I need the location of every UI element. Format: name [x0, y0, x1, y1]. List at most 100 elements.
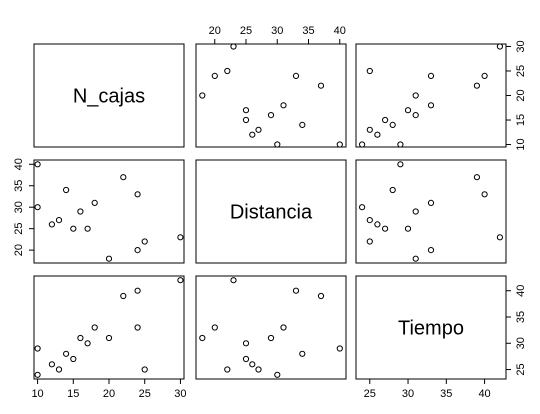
y-tick-label-n_cajas: 15 — [515, 114, 527, 126]
point-tiempo-vs-distancia — [211, 324, 218, 331]
point-distancia-vs-n_cajas — [141, 238, 148, 245]
point-tiempo-vs-n_cajas — [105, 334, 113, 342]
point-tiempo-vs-n_cajas — [84, 340, 91, 347]
point-n_cajas-vs-tiempo — [366, 126, 373, 133]
point-n_cajas-vs-distancia — [199, 92, 206, 99]
y-tick-label-distancia: 35 — [13, 180, 25, 192]
point-tiempo-vs-distancia — [242, 340, 250, 347]
x-tick-label-n_cajas: 10 — [31, 388, 43, 400]
panel-frame — [355, 159, 507, 264]
variable-label-n_cajas: N_cajas — [73, 86, 145, 108]
point-tiempo-vs-distancia — [230, 277, 237, 284]
point-distancia-vs-tiempo — [427, 247, 435, 254]
point-distancia-vs-tiempo — [366, 217, 373, 224]
point-tiempo-vs-distancia — [280, 324, 287, 331]
point-tiempo-vs-n_cajas — [77, 334, 84, 342]
point-distancia-vs-tiempo — [427, 199, 435, 206]
point-n_cajas-vs-distancia — [211, 72, 218, 80]
point-tiempo-vs-n_cajas — [91, 324, 98, 331]
point-n_cajas-vs-distancia — [299, 121, 306, 129]
panel-frame — [355, 43, 507, 148]
point-n_cajas-vs-distancia — [224, 67, 231, 75]
point-tiempo-vs-distancia — [199, 334, 206, 342]
point-tiempo-vs-n_cajas — [134, 287, 141, 294]
point-tiempo-vs-n_cajas — [48, 361, 56, 368]
point-distancia-vs-tiempo — [374, 221, 381, 228]
panel-frame — [195, 43, 347, 148]
point-distancia-vs-tiempo — [404, 225, 412, 232]
point-n_cajas-vs-distancia — [280, 102, 287, 109]
point-tiempo-vs-distancia — [224, 366, 231, 373]
point-n_cajas-vs-tiempo — [427, 72, 435, 80]
point-tiempo-vs-n_cajas — [70, 355, 77, 363]
point-distancia-vs-tiempo — [496, 234, 503, 241]
point-distancia-vs-n_cajas — [55, 217, 63, 224]
point-n_cajas-vs-distancia — [242, 107, 250, 114]
point-distancia-vs-n_cajas — [91, 199, 98, 206]
point-n_cajas-vs-distancia — [292, 72, 300, 80]
x-tick-label-tiempo: 25 — [364, 388, 376, 400]
point-distancia-vs-n_cajas — [177, 234, 184, 241]
point-tiempo-vs-distancia — [292, 287, 300, 294]
point-n_cajas-vs-distancia — [336, 141, 343, 148]
y-tick-label-distancia: 25 — [13, 223, 25, 235]
point-n_cajas-vs-distancia — [249, 131, 256, 138]
point-distancia-vs-n_cajas — [105, 255, 113, 262]
x-tick-label-n_cajas: 20 — [103, 388, 115, 400]
x-tick-label-tiempo: 35 — [440, 388, 452, 400]
point-distancia-vs-tiempo — [473, 174, 480, 181]
y-tick-label-tiempo: 25 — [515, 363, 527, 375]
point-tiempo-vs-n_cajas — [63, 350, 70, 357]
point-n_cajas-vs-tiempo — [496, 43, 503, 50]
y-tick-label-distancia: 40 — [13, 158, 25, 170]
point-tiempo-vs-distancia — [255, 366, 262, 373]
point-tiempo-vs-distancia — [336, 345, 343, 352]
y-tick-label-n_cajas: 20 — [515, 89, 527, 101]
point-tiempo-vs-n_cajas — [177, 277, 184, 284]
point-tiempo-vs-n_cajas — [34, 371, 41, 378]
point-tiempo-vs-distancia — [267, 334, 275, 342]
variable-label-tiempo: Tiempo — [398, 318, 464, 340]
point-n_cajas-vs-distancia — [242, 116, 250, 124]
point-n_cajas-vs-tiempo — [481, 72, 488, 80]
y-tick-label-n_cajas: 10 — [515, 138, 527, 150]
y-tick-label-distancia: 20 — [13, 244, 25, 256]
point-distancia-vs-n_cajas — [63, 186, 70, 194]
point-n_cajas-vs-distancia — [267, 112, 275, 119]
x-tick-label-n_cajas: 25 — [139, 388, 151, 400]
point-distancia-vs-tiempo — [397, 161, 404, 168]
x-tick-label-distancia: 30 — [271, 25, 283, 37]
point-tiempo-vs-distancia — [249, 361, 256, 368]
x-tick-label-distancia: 35 — [302, 25, 314, 37]
point-n_cajas-vs-tiempo — [359, 141, 366, 148]
point-distancia-vs-n_cajas — [84, 225, 91, 232]
point-tiempo-vs-n_cajas — [134, 324, 141, 331]
point-n_cajas-vs-tiempo — [404, 107, 412, 114]
point-tiempo-vs-n_cajas — [34, 345, 41, 352]
point-distancia-vs-n_cajas — [34, 161, 41, 168]
point-n_cajas-vs-tiempo — [427, 102, 435, 109]
point-tiempo-vs-distancia — [242, 355, 250, 363]
point-n_cajas-vs-distancia — [274, 141, 281, 148]
x-tick-label-n_cajas: 15 — [67, 388, 79, 400]
point-distancia-vs-n_cajas — [120, 174, 127, 181]
point-tiempo-vs-distancia — [299, 350, 306, 357]
point-distancia-vs-n_cajas — [134, 247, 141, 254]
panel-frame — [33, 43, 185, 148]
x-tick-label-tiempo: 30 — [402, 388, 414, 400]
point-distancia-vs-tiempo — [412, 208, 419, 215]
point-distancia-vs-tiempo — [359, 204, 366, 211]
point-distancia-vs-n_cajas — [70, 225, 77, 232]
point-n_cajas-vs-distancia — [255, 126, 262, 133]
point-tiempo-vs-distancia — [317, 292, 325, 300]
y-tick-label-distancia: 30 — [13, 201, 25, 213]
point-distancia-vs-n_cajas — [34, 204, 41, 211]
y-tick-label-n_cajas: 25 — [515, 65, 527, 77]
point-tiempo-vs-n_cajas — [55, 366, 63, 373]
point-distancia-vs-tiempo — [366, 238, 373, 245]
x-tick-label-distancia: 20 — [209, 25, 221, 37]
x-tick-label-tiempo: 40 — [478, 388, 490, 400]
point-distancia-vs-n_cajas — [134, 191, 141, 198]
point-distancia-vs-tiempo — [481, 191, 488, 198]
